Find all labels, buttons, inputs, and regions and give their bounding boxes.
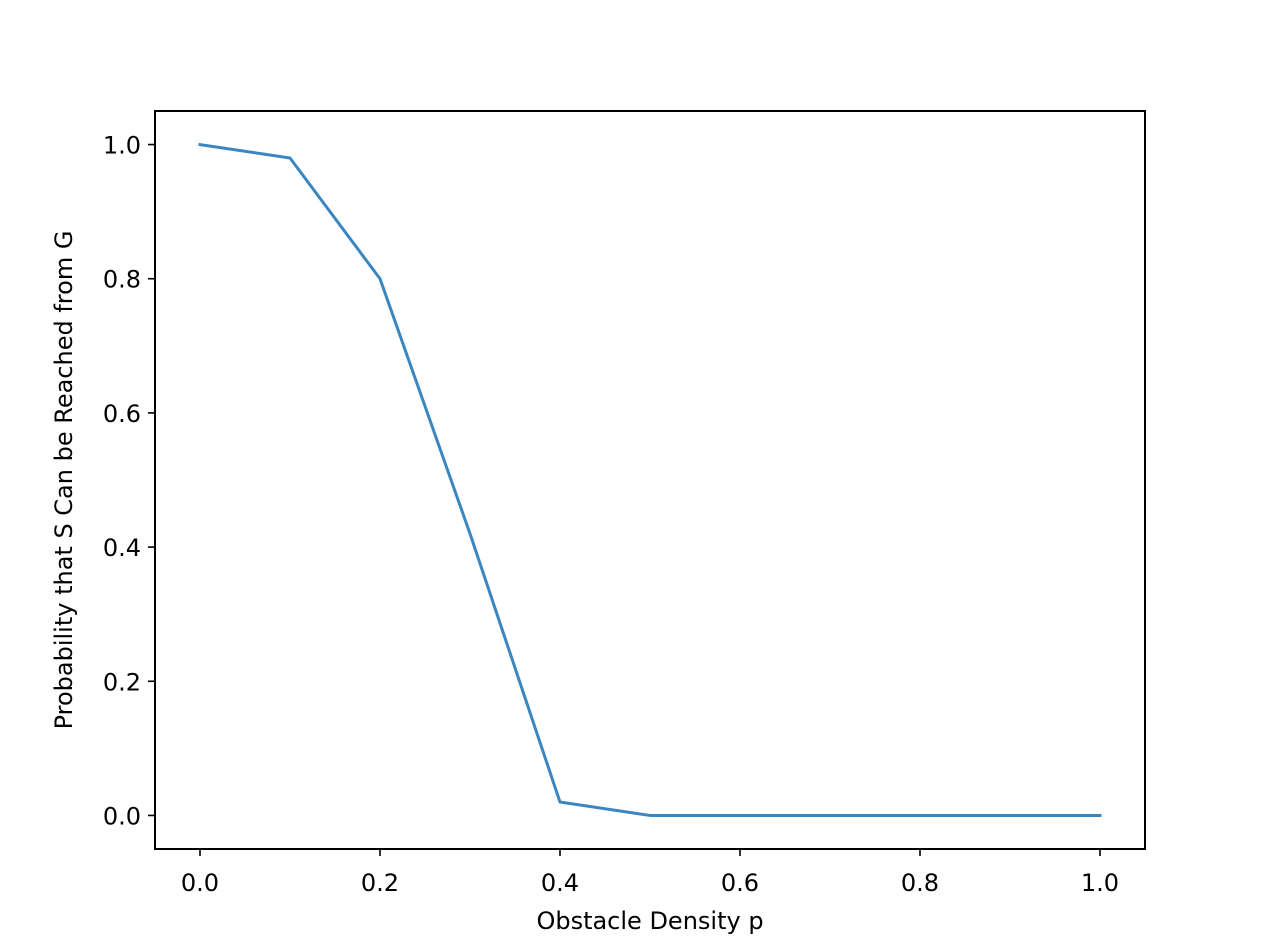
x-tick-label: 0.2 — [361, 869, 399, 897]
x-tick-label: 1.0 — [1081, 869, 1119, 897]
x-tick-label: 0.8 — [901, 869, 939, 897]
x-axis: 0.0 0.2 0.4 0.6 0.8 1.0 — [181, 849, 1119, 897]
x-tick-label: 0.4 — [541, 869, 579, 897]
plot-area — [154, 110, 1146, 850]
x-tick-label: 0.6 — [721, 869, 759, 897]
y-tick-label: 0.0 — [103, 802, 141, 830]
y-tick-label: 0.6 — [103, 400, 141, 428]
y-axis-label: Probability that S Can be Reached from G — [50, 231, 78, 730]
y-tick-label: 0.4 — [103, 534, 141, 562]
x-tick-label: 0.0 — [181, 869, 219, 897]
y-tick-label: 0.8 — [103, 266, 141, 294]
plot-frame — [154, 110, 1146, 850]
y-tick-label: 0.2 — [103, 668, 141, 696]
y-tick-label: 1.0 — [103, 132, 141, 160]
y-axis: 0.0 0.2 0.4 0.6 0.8 1.0 — [103, 132, 155, 830]
x-axis-label: Obstacle Density p — [536, 907, 763, 935]
series-line — [198, 142, 1102, 817]
